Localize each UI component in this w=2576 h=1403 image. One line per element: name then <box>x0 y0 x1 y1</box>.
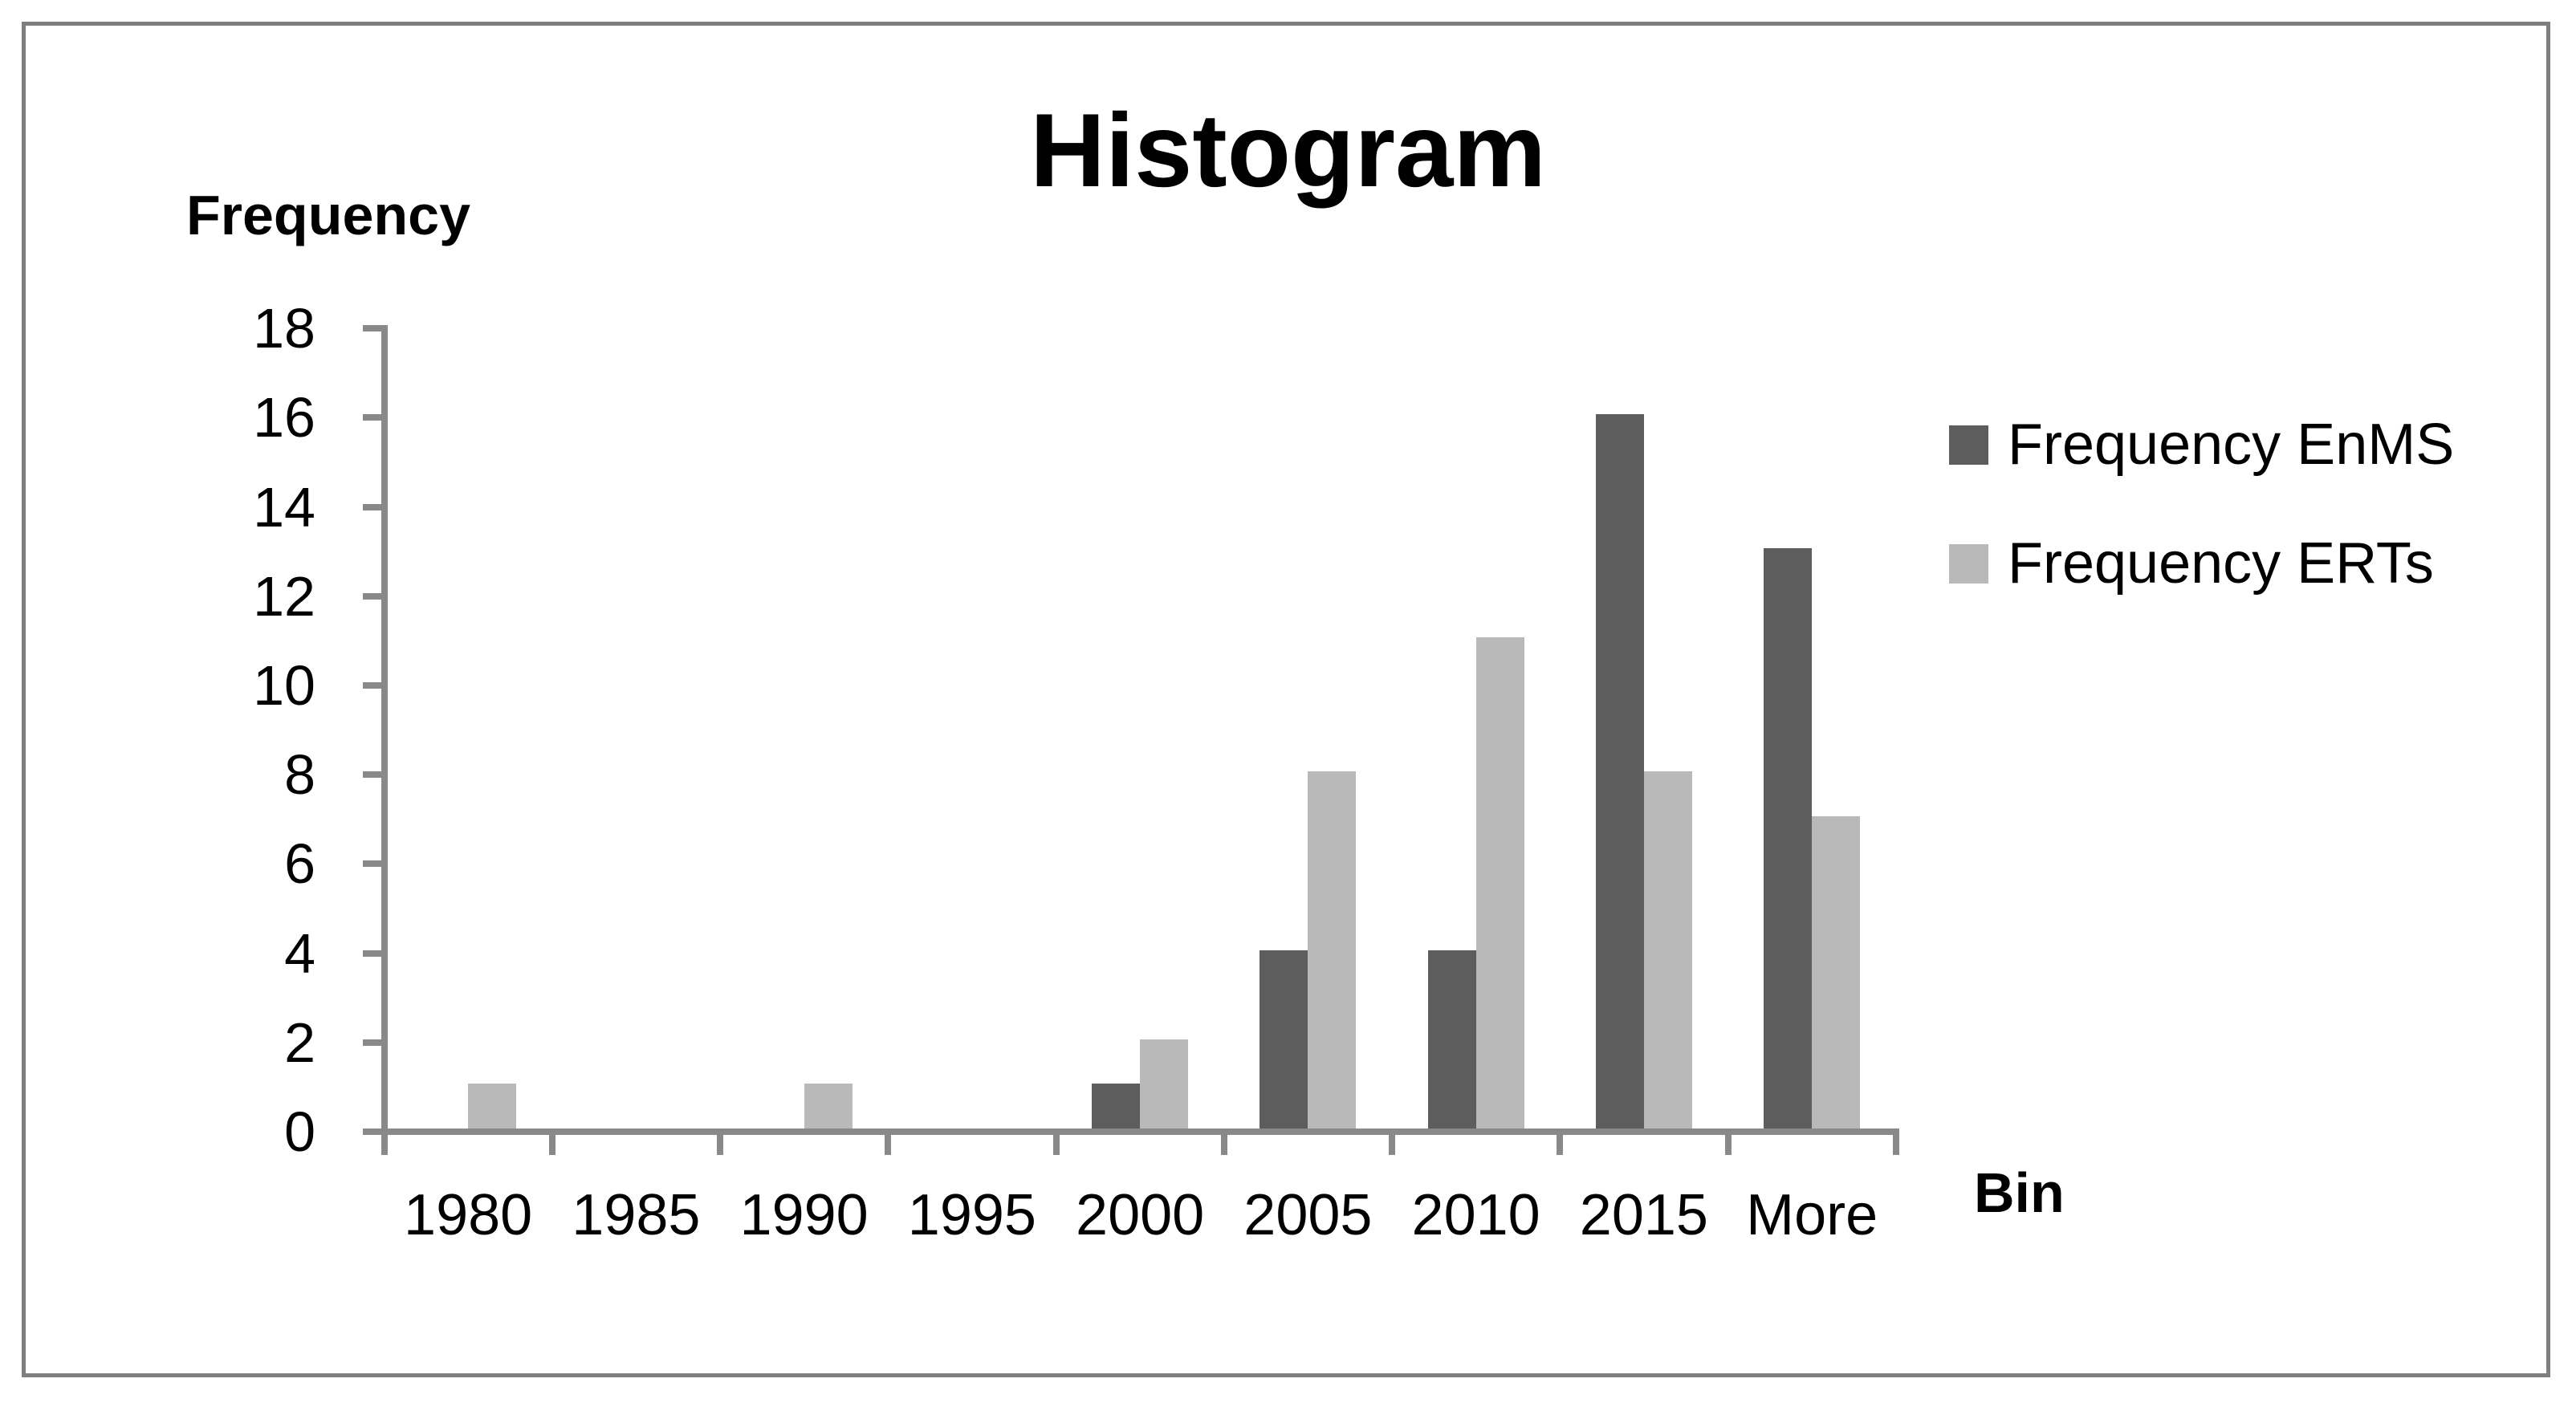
y-tick-label-2: 2 <box>284 1011 315 1074</box>
bar-erts-More <box>1812 816 1861 1128</box>
x-tick-6 <box>1389 1135 1395 1155</box>
y-tick-16 <box>362 414 381 421</box>
y-tick-label-10: 10 <box>253 654 315 717</box>
bar-erts-1990 <box>804 1084 853 1128</box>
x-tick-2 <box>717 1135 723 1155</box>
bar-enms-2010 <box>1427 950 1476 1128</box>
y-axis-title: Frequency <box>186 184 470 246</box>
x-label-2015: 2015 <box>1579 1183 1708 1247</box>
x-label-2000: 2000 <box>1076 1183 1205 1247</box>
x-label-1980: 1980 <box>404 1183 533 1247</box>
x-tick-3 <box>885 1135 892 1155</box>
bar-erts-1980 <box>468 1084 517 1128</box>
legend-swatch-erts-icon <box>1949 543 1988 584</box>
x-label-1985: 1985 <box>572 1183 701 1247</box>
y-tick-8 <box>362 771 381 779</box>
y-tick-14 <box>362 503 381 510</box>
y-tick-18 <box>362 325 381 332</box>
legend-label-enms: Frequency EnMS <box>2008 413 2455 477</box>
y-tick-4 <box>362 950 381 957</box>
x-tick-9 <box>1892 1135 1899 1155</box>
y-tick-label-18: 18 <box>253 297 315 360</box>
legend-item-enms: Frequency EnMS <box>1949 416 2454 474</box>
y-tick-6 <box>362 860 381 868</box>
y-tick-label-16: 16 <box>253 386 315 449</box>
x-tick-5 <box>1220 1135 1227 1155</box>
bar-erts-2000 <box>1140 1039 1189 1128</box>
legend-label-erts: Frequency ERTs <box>2008 531 2434 596</box>
x-axis-line <box>363 1128 1899 1135</box>
y-tick-label-6: 6 <box>284 832 315 896</box>
x-tick-7 <box>1557 1135 1564 1155</box>
y-tick-12 <box>362 592 381 600</box>
x-tick-4 <box>1052 1135 1060 1155</box>
y-axis-line <box>380 325 388 1135</box>
bar-enms-2000 <box>1092 1084 1141 1128</box>
y-tick-label-8: 8 <box>284 743 315 807</box>
x-tick-1 <box>548 1135 555 1155</box>
y-tick-label-14: 14 <box>253 475 315 539</box>
x-label-1990: 1990 <box>739 1183 869 1247</box>
x-label-1995: 1995 <box>907 1183 1036 1247</box>
x-label-2010: 2010 <box>1411 1183 1540 1247</box>
bar-enms-More <box>1764 548 1813 1128</box>
legend-item-erts: Frequency ERTs <box>1949 535 2434 592</box>
bar-erts-2015 <box>1643 771 1692 1128</box>
y-tick-2 <box>362 1039 381 1046</box>
legend-swatch-enms-icon <box>1949 425 1988 465</box>
chart-border <box>22 22 2550 1377</box>
y-tick-0 <box>362 1128 381 1135</box>
x-tick-0 <box>380 1135 388 1155</box>
chart-title: Histogram <box>1030 92 1546 209</box>
y-tick-label-0: 0 <box>284 1100 315 1163</box>
x-axis-title: Bin <box>1974 1161 2065 1224</box>
bar-erts-2010 <box>1475 637 1524 1128</box>
y-tick-label-4: 4 <box>284 921 315 985</box>
x-tick-8 <box>1724 1135 1732 1155</box>
y-tick-10 <box>362 682 381 689</box>
y-tick-label-12: 12 <box>253 564 315 628</box>
bar-enms-2015 <box>1595 414 1644 1128</box>
bar-erts-2005 <box>1308 771 1357 1128</box>
bar-enms-2005 <box>1260 950 1308 1128</box>
x-label-More: More <box>1746 1183 1878 1247</box>
x-label-2005: 2005 <box>1243 1183 1373 1247</box>
